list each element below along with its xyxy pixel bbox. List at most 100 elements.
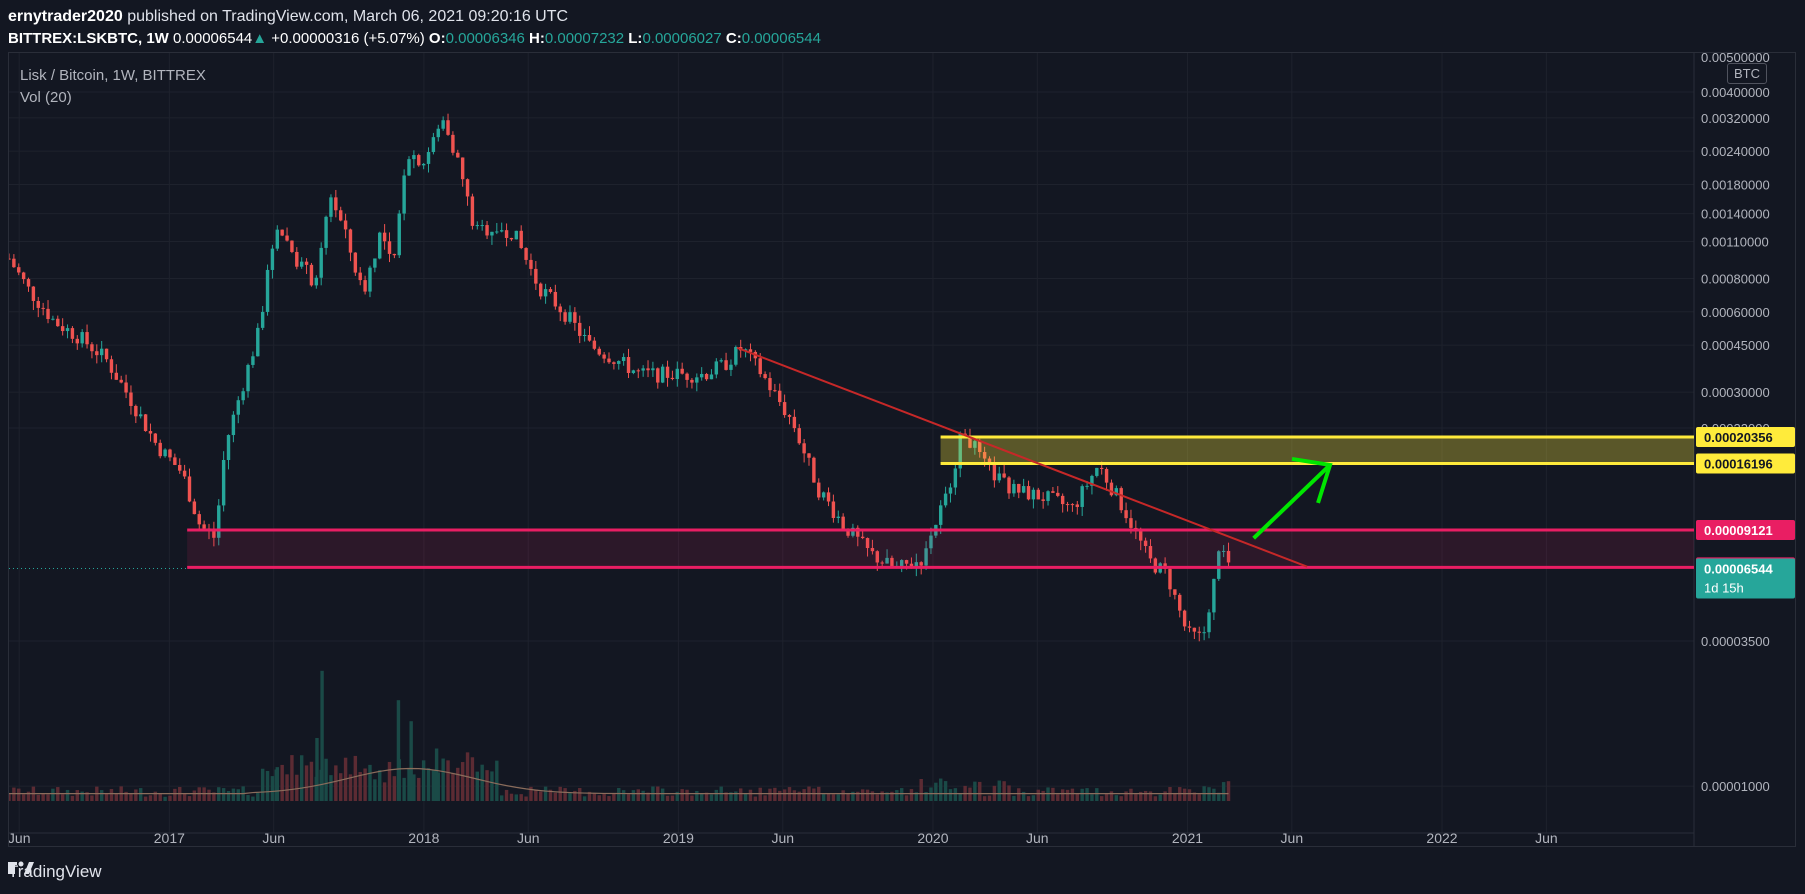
candle-body <box>1143 540 1148 547</box>
volume-bar <box>553 792 558 801</box>
volume-bar <box>519 794 523 801</box>
time-tick-label: 2017 <box>154 830 185 846</box>
price-tick-label: 0.00400000 <box>1701 85 1770 100</box>
resistance-zone <box>940 437 1694 464</box>
volume-bar <box>539 791 543 801</box>
candle-body <box>109 359 114 373</box>
candle-body <box>865 538 870 549</box>
volume-bar <box>173 788 177 801</box>
last-price-label: 0.00006544 <box>1704 562 1773 577</box>
time-tick-label: Jun <box>771 830 794 846</box>
volume-bar <box>480 764 484 801</box>
candle-body <box>529 259 533 269</box>
candle-body <box>743 349 748 351</box>
volume-bar <box>1104 793 1109 801</box>
volume-bar <box>860 789 865 801</box>
candle-body <box>412 155 416 160</box>
candle-body <box>1075 504 1080 507</box>
volume-bar <box>85 792 89 801</box>
volume-bar <box>899 788 904 801</box>
candle-body <box>782 402 787 416</box>
candle-body <box>558 306 562 313</box>
volume-bar <box>812 788 816 801</box>
volume-bar <box>670 795 675 801</box>
candle-body <box>797 428 801 444</box>
volume-bar <box>1017 788 1021 801</box>
candle-body <box>699 373 704 378</box>
candle-body <box>490 231 494 236</box>
candle-body <box>163 449 167 457</box>
volume-bar <box>1134 794 1138 801</box>
candle-body <box>153 433 158 443</box>
candle-body <box>1017 483 1021 493</box>
volume-bar <box>153 791 158 801</box>
volume-bar <box>885 792 889 801</box>
support-zone <box>187 530 1694 568</box>
candle-body <box>60 326 65 332</box>
volume-bar <box>9 794 11 801</box>
volume-bar <box>226 790 231 801</box>
volume-ma-line <box>9 767 1229 795</box>
candle-body <box>441 120 445 129</box>
candle-body <box>836 516 840 518</box>
volume-bar <box>724 792 728 801</box>
volume-bar <box>943 781 948 801</box>
volume-legend[interactable]: Vol (20) <box>20 89 72 106</box>
tradingview-logo-icon[interactable] <box>8 858 34 876</box>
candle-body <box>363 280 367 292</box>
volume-bar <box>17 788 21 801</box>
author-name[interactable]: ernytrader2020 <box>8 8 123 25</box>
currency-badge[interactable]: BTC <box>1727 63 1767 84</box>
candle-body <box>890 557 894 567</box>
chart-pane[interactable]: 0.00400000 0.00320000 0.00240000 0.00180000… <box>8 52 1796 847</box>
volume-bar <box>587 791 592 801</box>
volume-bar <box>573 790 577 801</box>
volume-bar <box>1026 796 1031 801</box>
candle-body <box>870 548 875 552</box>
candle-body <box>499 230 504 232</box>
volume-bar <box>1124 791 1128 801</box>
candle-body <box>612 362 616 364</box>
volume-bar <box>821 793 826 801</box>
volume-bar <box>1163 791 1167 801</box>
candle-body <box>26 279 31 287</box>
candle-body <box>1002 473 1006 478</box>
volume-bar <box>934 782 938 801</box>
candle-body <box>456 152 460 158</box>
series-legend-title[interactable]: Lisk / Bitcoin, 1W, BITTREX <box>20 67 206 84</box>
volume-bar <box>1187 789 1192 801</box>
volume-bar <box>909 789 914 801</box>
candle-body <box>1173 589 1177 595</box>
volume-bar <box>1095 788 1099 801</box>
candle-body <box>1124 510 1128 519</box>
volume-bar <box>880 791 884 801</box>
volume-bar <box>387 761 392 801</box>
volume-spike <box>274 769 278 801</box>
volume-bar <box>826 793 831 801</box>
volume-bar <box>1217 792 1221 801</box>
time-tick-label: 2018 <box>408 830 439 846</box>
candle-body <box>392 253 397 256</box>
candle-body <box>680 368 684 374</box>
volume-bar <box>1099 796 1104 801</box>
candle-body <box>407 159 411 176</box>
time-tick-label: 2019 <box>663 830 694 846</box>
time-tick-label: Jun <box>9 830 30 846</box>
candle-body <box>763 374 767 379</box>
volume-bar <box>875 794 880 801</box>
candle-body <box>1095 467 1099 476</box>
price-chart[interactable]: 0.00400000 0.00320000 0.00240000 0.00180000… <box>9 53 1796 847</box>
candle-body <box>70 328 75 339</box>
candle-body <box>539 283 543 297</box>
candle-body <box>1060 495 1065 505</box>
candle-body <box>929 535 933 549</box>
candle-body <box>129 392 133 406</box>
candle-body <box>95 351 99 356</box>
candle-body <box>548 289 553 292</box>
candle-body <box>968 436 972 448</box>
volume-bar <box>924 792 928 801</box>
volume-bar <box>597 795 601 801</box>
volume-bar <box>363 768 367 801</box>
close-value: 0.00006544 <box>741 30 821 47</box>
candle-body <box>368 267 372 292</box>
